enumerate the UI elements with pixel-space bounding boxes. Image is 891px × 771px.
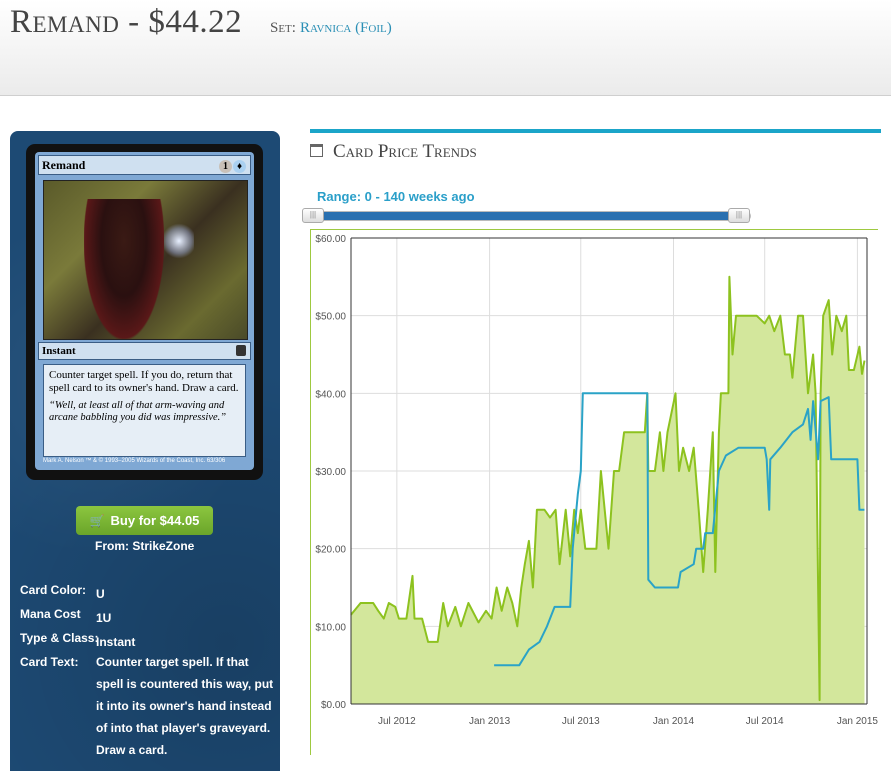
- range-slider[interactable]: ||| |||: [302, 208, 751, 223]
- range-slider-handle-start[interactable]: |||: [302, 208, 324, 223]
- trends-title: Card Price Trends: [333, 141, 477, 162]
- card-art: [43, 180, 248, 340]
- calendar-icon: [310, 144, 323, 158]
- set-info: Set: Ravnica (Foil): [270, 20, 392, 37]
- detail-key: Card Color:: [20, 583, 86, 597]
- y-tick-label: $20.00: [315, 545, 346, 556]
- card-image-credit: Mark A. Nelson ™ & © 1993–2005 Wizards o…: [43, 458, 226, 464]
- x-tick-label: Jul 2013: [562, 716, 600, 727]
- y-tick-label: $60.00: [315, 234, 346, 245]
- detail-value: Instant: [96, 635, 136, 649]
- trends-heading: Card Price Trends: [310, 141, 477, 163]
- detail-key: Type & Class:: [20, 631, 99, 645]
- card-image-type-bar: Instant: [38, 342, 251, 360]
- generic-mana-icon: 1: [219, 160, 232, 173]
- detail-key: Mana Cost: [20, 607, 81, 621]
- detail-value: U: [96, 587, 105, 601]
- x-tick-label: Jan 2014: [653, 716, 695, 727]
- range-label: Range: 0 - 140 weeks ago: [317, 189, 475, 204]
- y-tick-label: $40.00: [315, 389, 346, 400]
- range-slider-handle-end[interactable]: |||: [728, 208, 750, 223]
- y-tick-label: $10.00: [315, 622, 346, 633]
- buy-button-label: Buy for $44.05: [110, 513, 200, 528]
- price-chart-svg: $0.00 $10.00 $20.00 $30.00 $40.00 $50.00 $60.0…: [315, 234, 878, 727]
- card-image-rules: Counter target spell. If you do, return …: [49, 369, 239, 394]
- series-0-area: [351, 276, 865, 704]
- section-divider: [310, 129, 881, 133]
- y-tick-label: $50.00: [315, 312, 346, 323]
- card-sidebar: Remand 1 ♦ Instant Counter target spell. …: [10, 131, 280, 771]
- card-frame: Remand 1 ♦ Instant Counter target spell. …: [35, 152, 254, 470]
- x-tick-label: Jan 2015: [837, 716, 878, 727]
- set-link[interactable]: Ravnica (Foil): [299, 20, 392, 36]
- card-image: Remand 1 ♦ Instant Counter target spell. …: [26, 144, 263, 480]
- title-separator: -: [119, 4, 149, 40]
- x-tick-label: Jul 2014: [746, 716, 784, 727]
- mana-cost-symbols: 1 ♦: [218, 158, 246, 176]
- series-1-line: [494, 392, 865, 667]
- x-tick-label: Jul 2012: [378, 716, 416, 727]
- card-image-textbox: Counter target spell. If you do, return …: [43, 364, 246, 457]
- card-name: Remand: [10, 4, 120, 40]
- spell-glow: [164, 221, 194, 261]
- price-chart: $0.00 $10.00 $20.00 $30.00 $40.00 $50.00 $60.0…: [310, 229, 878, 755]
- wizard-figure: [84, 199, 164, 339]
- x-tick-label: Jan 2013: [469, 716, 511, 727]
- detail-value: Counter target spell. If that spell is c…: [96, 655, 274, 757]
- range-slider-fill: [312, 212, 742, 220]
- series-0-line: [350, 275, 866, 702]
- detail-value: 1U: [96, 611, 112, 625]
- detail-key: Card Text:: [20, 655, 79, 669]
- buy-button[interactable]: 🛒 Buy for $44.05: [76, 506, 213, 535]
- card-image-name-bar: Remand 1 ♦: [38, 155, 251, 175]
- card-image-name: Remand: [42, 158, 86, 172]
- blue-mana-icon: ♦: [233, 160, 246, 173]
- card-image-flavor: “Well, at least all of that arm-waving a…: [49, 400, 227, 423]
- seller-label: From: StrikeZone: [95, 539, 195, 553]
- card-price: $44.22: [148, 4, 243, 40]
- set-label: Set:: [270, 20, 296, 36]
- set-symbol-icon: [236, 345, 246, 356]
- card-image-type: Instant: [42, 345, 76, 357]
- shopping-cart-icon: 🛒: [89, 514, 105, 528]
- page-header: Remand - $44.22 Set: Ravnica (Foil): [0, 0, 891, 96]
- y-tick-label: $30.00: [315, 467, 346, 478]
- page-title: Remand - $44.22: [10, 4, 242, 41]
- y-tick-label: $0.00: [321, 700, 346, 711]
